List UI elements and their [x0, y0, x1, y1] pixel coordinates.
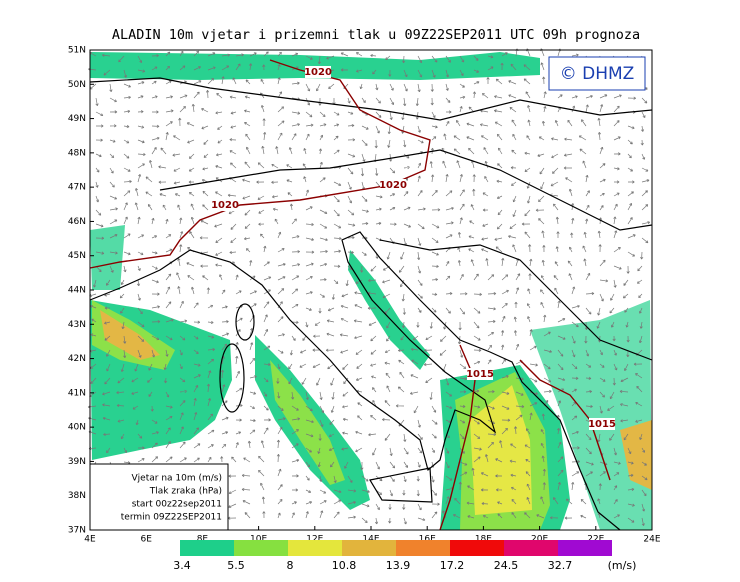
latitude-label: 37N	[68, 526, 86, 536]
isobar-label: 1020	[304, 67, 332, 78]
legend-line: Vjetar na 10m (m/s)	[132, 474, 222, 484]
latitude-label: 49N	[68, 114, 86, 124]
colorbar-label: 3.4	[173, 559, 191, 572]
colorbar-unit: (m/s)	[608, 559, 637, 572]
latitude-label: 50N	[68, 80, 86, 90]
corsica	[235, 303, 255, 341]
coastlines	[89, 77, 653, 531]
longitude-label: 22E	[587, 535, 604, 545]
isobar-label: 1015	[588, 419, 616, 430]
latitude-label: 45N	[68, 251, 86, 261]
coastline	[89, 231, 621, 531]
latitude-label: 47N	[68, 183, 86, 193]
legend-box	[89, 463, 229, 531]
axis-labels: 51N 50N 49N 48N 47N 46N 45N 44N 43N 42N 41N 40N 39N 3…	[68, 46, 661, 545]
logo: © DHMZ	[560, 64, 635, 84]
wind-area	[90, 225, 125, 290]
longitude-label: 20E	[531, 535, 548, 545]
colorbar-swatch	[180, 540, 234, 556]
colorbar-label: 10.8	[332, 559, 357, 572]
colorbar-swatch	[342, 540, 396, 556]
isobar-label-bg	[589, 418, 615, 430]
colorbar-swatch	[504, 540, 558, 556]
colorbar-label: 5.5	[227, 559, 245, 572]
latitude-label: 41N	[68, 388, 86, 398]
longitude-label: 16E	[419, 535, 436, 545]
wind-area	[620, 420, 652, 490]
colorbar-swatch	[234, 540, 288, 556]
colorbar-swatch	[558, 540, 612, 556]
isobar-label: 1020	[211, 200, 239, 211]
longitude-label: 4E	[84, 535, 96, 545]
colorbar-swatch	[288, 540, 342, 556]
title: ALADIN 10m vjetar i prizemni tlak u 09Z2…	[112, 27, 640, 43]
colorbar-label: 17.2	[440, 559, 465, 572]
logo-box	[548, 56, 646, 91]
latitude-label: 51N	[68, 46, 86, 56]
wind-area	[530, 300, 652, 530]
colorbar-label: 32.7	[548, 559, 573, 572]
latitude-label: 39N	[68, 457, 86, 467]
longitude-label: 8E	[197, 535, 209, 545]
latitude-label: 46N	[68, 217, 86, 227]
wind-area	[470, 385, 532, 515]
isobar-labels: 1020 1020 1020 1015 1015	[211, 66, 616, 430]
wind-area	[100, 310, 160, 360]
isobar-label-bg	[467, 368, 493, 380]
longitude-label: 10E	[250, 535, 267, 545]
latitude-label: 48N	[68, 148, 86, 158]
longitude-label: 6E	[140, 535, 152, 545]
isobar-label: 1015	[466, 369, 494, 380]
sicily	[369, 467, 433, 503]
border	[159, 149, 653, 231]
isobar	[519, 359, 611, 481]
latitude-label: 40N	[68, 423, 86, 433]
legend-lines: Vjetar na 10m (m/s) Tlak zraka (hPa) start…	[121, 474, 222, 523]
colorbar-label: 13.9	[386, 559, 411, 572]
latitude-label: 44N	[68, 286, 86, 296]
map: 1020 1020 1020 1015 1015 51N 50N 49N 48N 47N 46N 4…	[68, 46, 661, 545]
longitude-label: 14E	[362, 535, 379, 545]
border	[379, 239, 653, 361]
latitude-label: 42N	[68, 354, 86, 364]
latitude-label: 38N	[68, 491, 86, 501]
latitude-label: 43N	[68, 320, 86, 330]
longitude-label: 24E	[643, 535, 660, 545]
colorbar-label: 24.5	[494, 559, 519, 572]
wind-area	[270, 360, 345, 485]
isobar-label-bg	[305, 66, 331, 78]
legend-line: Tlak zraka (hPa)	[149, 487, 222, 497]
colorbar-label: 8	[287, 559, 294, 572]
legend-line: termin 09Z22SEP2011	[121, 513, 222, 523]
isobar-label-bg	[212, 199, 238, 211]
isobar-label-bg	[380, 179, 406, 191]
sardinia	[219, 343, 245, 413]
longitude-label: 18E	[475, 535, 492, 545]
colorbar-swatch	[396, 540, 450, 556]
border	[89, 77, 653, 121]
longitude-label: 12E	[306, 535, 323, 545]
isobar-label: 1020	[379, 180, 407, 191]
legend-line: start 00z22sep2011	[132, 500, 222, 510]
colorbar-swatch	[450, 540, 504, 556]
colorbar: 3.4 5.5 8 10.8 13.9 17.2 24.5 32.7 (m/s)	[173, 540, 636, 572]
